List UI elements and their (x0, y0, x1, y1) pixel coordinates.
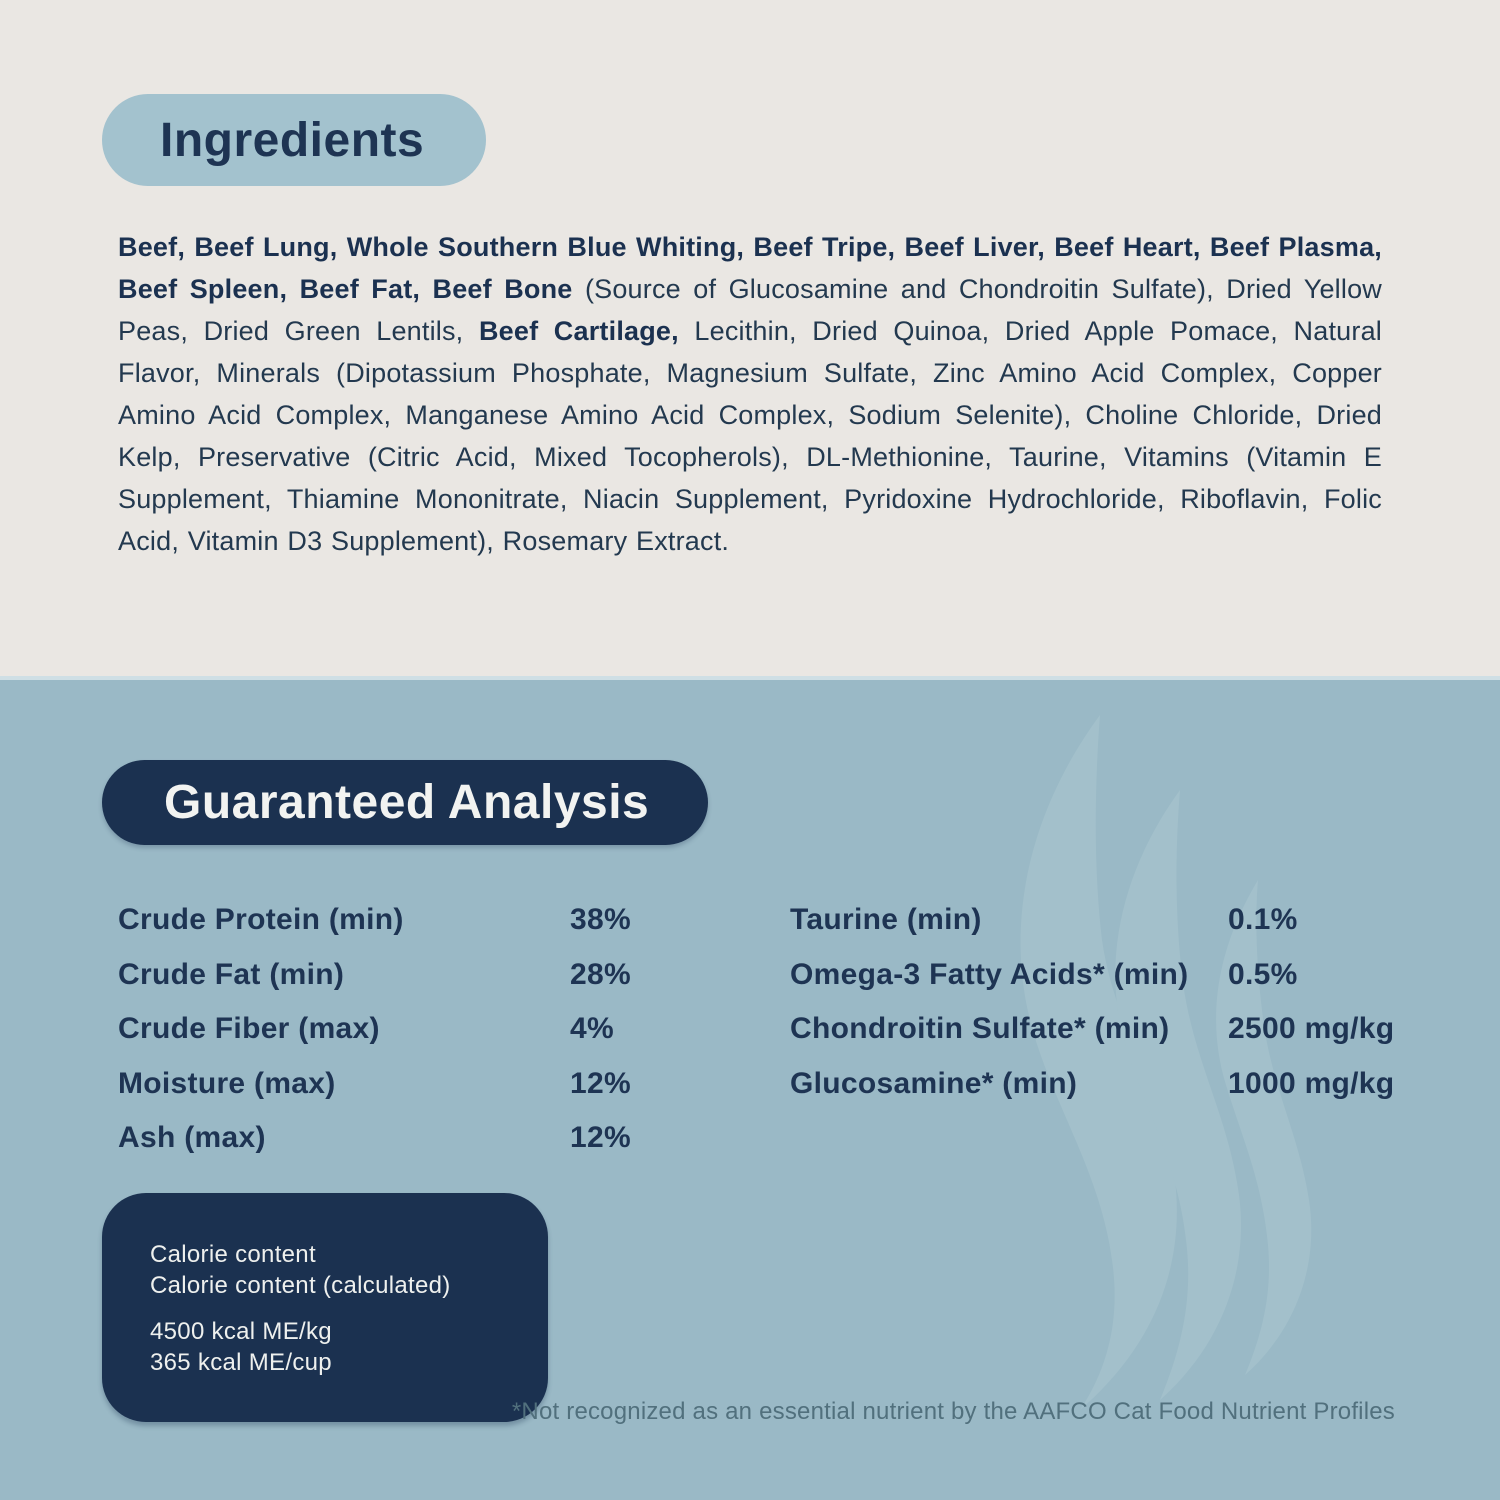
nutrient-label: Taurine (min) (790, 903, 982, 937)
nutrient-label: Crude Protein (min) (118, 903, 404, 937)
table-row: Glucosamine* (min) 1000 mg/kg (790, 1057, 1410, 1112)
nutrient-label: Ash (max) (118, 1121, 266, 1155)
calorie-content-calculated-line: Calorie content (calculated) (150, 1272, 451, 1299)
aafco-footnote: *Not recognized as an essential nutrient… (511, 1398, 1395, 1425)
nutrient-value: 12% (570, 1066, 631, 1100)
table-row: Ash (max) 12% (118, 1111, 678, 1166)
ingredients-header-pill: Ingredients (102, 94, 486, 186)
table-row: Crude Fat (min) 28% (118, 948, 678, 1003)
nutrient-label: Crude Fiber (max) (118, 1012, 380, 1046)
ga-table-left-column: Crude Protein (min) 38% Crude Fat (min) … (118, 893, 678, 1166)
nutrient-value: 4% (570, 1012, 614, 1046)
nutrient-value: 1000 mg/kg (1228, 1066, 1395, 1100)
ingredients-bold-meats: Beef, Beef Lung, Whole Southern Blue Whi… (118, 232, 1382, 304)
ingredients-bold-cartilage: Beef Cartilage, (478, 316, 695, 346)
steam-flame-watermark-icon (1020, 715, 1312, 1410)
nutrient-label: Omega-3 Fatty Acids* (min) (790, 957, 1189, 991)
guaranteed-analysis-header-pill: Guaranteed Analysis (102, 760, 708, 845)
table-row: Moisture (max) 12% (118, 1057, 678, 1112)
calorie-content-box: Calorie content Calorie content (calcula… (102, 1193, 548, 1422)
nutrient-value: 38% (570, 903, 631, 937)
table-row: Taurine (min) 0.1% (790, 893, 1410, 948)
nutrient-label: Crude Fat (min) (118, 957, 345, 991)
calorie-content-headings: Calorie content Calorie content (calcula… (150, 1239, 518, 1301)
ga-table-right-column: Taurine (min) 0.1% Omega-3 Fatty Acids* … (790, 893, 1410, 1111)
nutrient-value: 0.5% (1228, 957, 1298, 991)
table-row: Omega-3 Fatty Acids* (min) 0.5% (790, 948, 1410, 1003)
table-row: Chondroitin Sulfate* (min) 2500 mg/kg (790, 1002, 1410, 1057)
nutrient-value: 12% (570, 1121, 631, 1155)
nutrient-value: 28% (570, 957, 631, 991)
guaranteed-analysis-title: Guaranteed Analysis (164, 776, 650, 829)
calorie-content-line: Calorie content (150, 1241, 316, 1268)
table-row: Crude Protein (min) 38% (118, 893, 678, 948)
ingredients-title: Ingredients (160, 113, 425, 167)
ingredients-regular-1: (Source of Glucosamine and Chondroitin S… (118, 274, 1382, 346)
ingredients-text: Beef, Beef Lung, Whole Southern Blue Whi… (118, 226, 1382, 562)
kcal-per-cup: 365 kcal ME/cup (150, 1349, 332, 1376)
nutrient-value: 2500 mg/kg (1228, 1012, 1395, 1046)
nutrient-label: Chondroitin Sulfate* (min) (790, 1012, 1170, 1046)
nutrient-label: Moisture (max) (118, 1066, 336, 1100)
nutrient-label: Glucosamine* (min) (790, 1066, 1078, 1100)
table-row: Crude Fiber (max) 4% (118, 1002, 678, 1057)
nutrient-value: 0.1% (1228, 903, 1298, 937)
calorie-content-values: 4500 kcal ME/kg 365 kcal ME/cup (150, 1316, 518, 1378)
ingredients-section: Ingredients Beef, Beef Lung, Whole South… (0, 0, 1500, 678)
section-divider (0, 676, 1500, 680)
kcal-per-kg: 4500 kcal ME/kg (150, 1318, 332, 1345)
ingredients-regular-2: Lecithin, Dried Quinoa, Dried Apple Poma… (118, 316, 1382, 556)
